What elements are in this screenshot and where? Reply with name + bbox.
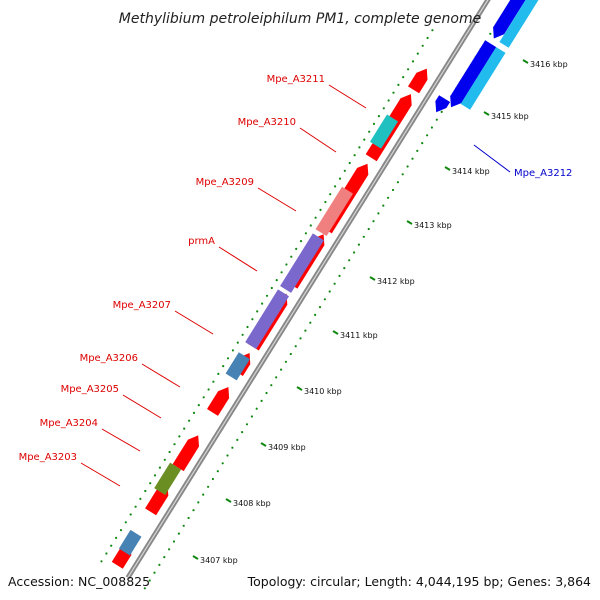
gene-label-mpe-a3203[interactable]: Mpe_A3203 [19, 452, 77, 463]
kbp-tick-mark [522, 59, 529, 64]
reverse-cds-arrow[interactable] [493, 0, 536, 39]
gene-label-mpe-a3212[interactable]: Mpe_A3212 [514, 168, 572, 179]
gene-label-mpe-a3207[interactable]: Mpe_A3207 [113, 300, 171, 311]
leader-line-mpe-a3212 [473, 144, 511, 173]
gene-label-mpe-a3206[interactable]: Mpe_A3206 [80, 353, 138, 364]
kbp-tick-label: 3408 kbp [233, 499, 271, 508]
gene-label-mpe-a3209[interactable]: Mpe_A3209 [196, 177, 254, 188]
kbp-tick-label: 3410 kbp [304, 387, 342, 396]
gene-label-prma[interactable]: prmA [188, 236, 215, 247]
gene-label-mpe-a3210[interactable]: Mpe_A3210 [238, 117, 296, 128]
kbp-tick-label: 3413 kbp [414, 221, 452, 230]
kbp-tick-mark [225, 498, 232, 503]
kbp-tick-mark [296, 386, 303, 391]
forward-cds-arrow[interactable] [172, 435, 199, 472]
reverse-cds-arrow[interactable] [435, 95, 451, 113]
leader-line-mpe-a3211 [328, 84, 367, 109]
leader-line-mpe-a3206 [141, 363, 181, 388]
leader-line-mpe-a3204 [101, 428, 141, 452]
reverse-cds-arrow[interactable] [499, 0, 545, 48]
leader-line-mpe-a3210 [299, 127, 337, 153]
kbp-tick-label: 3412 kbp [377, 277, 415, 286]
backbone-highlight [127, 0, 489, 579]
gene-label-layer: Mpe_A3211 Mpe_A3210 Mpe_A3209 prmA Mpe_A3207… [19, 74, 572, 487]
gene-block-mpe-a3209[interactable] [370, 114, 398, 149]
kbp-tick-label: 3414 kbp [452, 167, 490, 176]
forward-cds-arrow[interactable] [207, 387, 230, 416]
kbp-tick-label: 3411 kbp [340, 331, 378, 340]
gene-label-mpe-a3204[interactable]: Mpe_A3204 [40, 418, 98, 429]
gene-block-mpe-a3207[interactable] [280, 233, 324, 293]
forward-cds-arrow[interactable] [408, 68, 428, 94]
leader-line-mpe-a3207 [174, 310, 214, 335]
feature-track [111, 0, 545, 569]
reverse-cds-arrow[interactable] [450, 40, 497, 108]
kbp-tick-mark [444, 166, 451, 171]
kbp-tick-mark [192, 555, 199, 560]
topology-text: Topology: circular; Length: 4,044,195 bp… [247, 574, 591, 589]
leader-line-prma [218, 246, 258, 272]
kbp-tick-label: 3415 kbp [491, 112, 529, 121]
gene-block-mpe-a3204[interactable] [225, 352, 250, 381]
kbp-tick-mark [483, 111, 490, 116]
kbp-tick-label: 3409 kbp [268, 443, 306, 452]
backbone-line [125, 0, 491, 580]
genome-backbone [125, 0, 491, 580]
scale-tick-layer: 3407 kbp 3408 kbp 3409 kbp 3410 kbp 3411 kbp… [192, 59, 568, 565]
kbp-tick-mark [369, 276, 376, 281]
inner-tick-dots [100, 29, 434, 563]
gene-label-mpe-a3205[interactable]: Mpe_A3205 [61, 384, 119, 395]
leader-line-mpe-a3209 [257, 187, 297, 212]
reverse-cds-arrow[interactable] [460, 47, 506, 110]
kbp-tick-mark [406, 220, 413, 225]
leader-line-mpe-a3205 [122, 394, 162, 419]
gene-block-prma[interactable] [315, 186, 354, 236]
leader-line-mpe-a3203 [80, 462, 121, 487]
gene-label-mpe-a3211[interactable]: Mpe_A3211 [267, 74, 325, 85]
kbp-tick-label: 3407 kbp [200, 556, 238, 565]
accession-text: Accession: NC_008825 [8, 574, 150, 589]
outer-tick-dots [143, 32, 492, 590]
kbp-tick-mark [332, 330, 339, 335]
gene-block-steelblue[interactable] [118, 529, 142, 556]
kbp-tick-label: 3416 kbp [530, 60, 568, 69]
kbp-tick-mark [260, 442, 267, 447]
gene-block-mpe-a3206[interactable] [245, 289, 289, 349]
map-title: Methylibium petroleiphilum PM1, complete… [119, 11, 481, 27]
gene-block-olive[interactable] [154, 462, 182, 495]
